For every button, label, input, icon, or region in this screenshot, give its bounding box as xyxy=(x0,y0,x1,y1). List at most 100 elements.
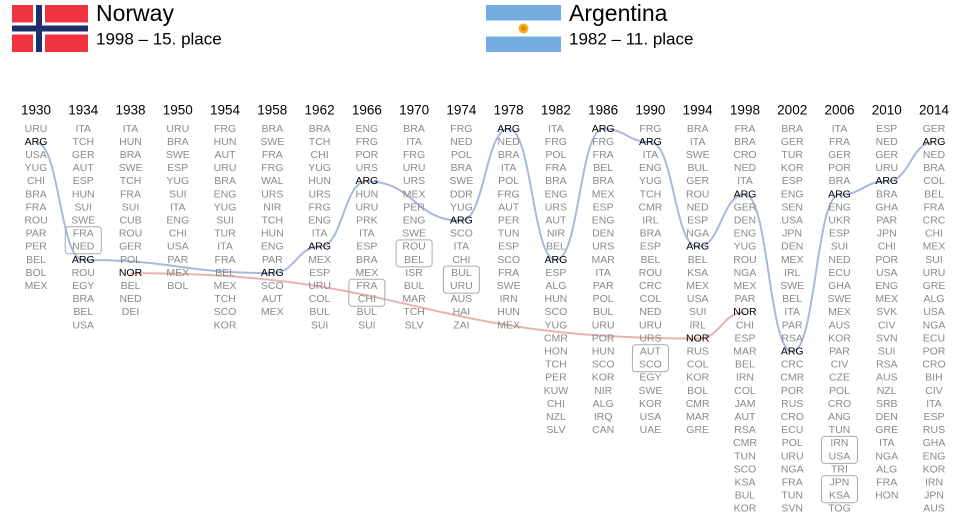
team-code: CRO xyxy=(828,398,851,410)
team-code: NED xyxy=(828,254,851,266)
team-code: USA xyxy=(876,267,898,279)
team-code: PAR xyxy=(262,254,283,266)
team-code: NGA xyxy=(781,463,804,475)
team-code: URU xyxy=(403,162,426,174)
team-code: ECU xyxy=(781,424,803,436)
year-label: 1982 xyxy=(541,103,571,118)
team-code: NIR xyxy=(594,385,613,397)
team-code: ITA xyxy=(926,398,942,410)
team-code: BUL xyxy=(593,306,614,318)
year-label: 1954 xyxy=(210,103,241,118)
team-code: GER xyxy=(828,149,851,161)
team-code: YUG xyxy=(166,175,189,187)
team-code: PAR xyxy=(26,228,47,240)
team-code: CZE xyxy=(829,372,850,384)
team-code: BRA xyxy=(829,175,851,187)
team-code: CAN xyxy=(592,424,614,436)
year-label: 1934 xyxy=(68,103,99,118)
team-code: FRG xyxy=(545,136,567,148)
team-code: BEL xyxy=(546,241,566,253)
team-code: ARG xyxy=(781,345,804,357)
team-code: RUS xyxy=(923,424,945,436)
team-code: ITA xyxy=(643,149,659,161)
team-code: TUN xyxy=(498,228,520,240)
team-code: CHI xyxy=(547,398,565,410)
team-code: POL xyxy=(451,149,472,161)
team-code: FRA xyxy=(215,254,236,266)
team-code: MEX xyxy=(592,188,615,200)
team-code: ARG xyxy=(734,188,757,200)
team-code: ROU xyxy=(402,241,425,253)
team-code: YUG xyxy=(214,201,237,213)
team-code: SUI xyxy=(169,188,187,200)
team-code: GHA xyxy=(828,280,851,292)
team-code: MEX xyxy=(355,267,378,279)
team-code: GER xyxy=(781,136,804,148)
team-code: BEL xyxy=(735,359,755,371)
team-code: ITA xyxy=(75,123,91,135)
team-code: GRE xyxy=(923,280,946,292)
team-code: GER xyxy=(875,149,898,161)
team-code: PAR xyxy=(876,214,897,226)
team-code: YUG xyxy=(734,241,757,253)
team-code: USA xyxy=(25,149,47,161)
team-code: SVN xyxy=(781,503,803,515)
team-code: PAR xyxy=(593,280,614,292)
team-code: PRK xyxy=(356,214,378,226)
team-code: SWE xyxy=(686,149,710,161)
team-code: ESP xyxy=(687,214,708,226)
team-code: FRA xyxy=(73,228,94,240)
team-code: YUG xyxy=(450,201,473,213)
team-code: ISR xyxy=(405,267,423,279)
team-code: BEL xyxy=(924,188,944,200)
team-code: BRA xyxy=(451,162,473,174)
team-code: IRL xyxy=(784,267,801,279)
year-label: 1966 xyxy=(352,103,382,118)
team-code: AUT xyxy=(215,149,237,161)
team-code: GER xyxy=(72,149,95,161)
year-label: 1930 xyxy=(21,103,51,118)
team-code: HUN xyxy=(497,306,520,318)
team-code: ARG xyxy=(828,188,851,200)
team-code: SCO xyxy=(214,306,237,318)
year-label: 2014 xyxy=(919,103,950,118)
team-code: SWE xyxy=(402,228,426,240)
team-code: HUN xyxy=(308,175,331,187)
team-code: ROU xyxy=(72,267,95,279)
team-code: POL xyxy=(498,175,519,187)
team-code: ITA xyxy=(595,267,611,279)
team-code: ARG xyxy=(308,241,331,253)
team-code: ROU xyxy=(733,254,756,266)
team-code: EGY xyxy=(639,372,661,384)
team-code: ESP xyxy=(309,267,330,279)
team-code: MEX xyxy=(214,280,237,292)
team-code: DEN xyxy=(592,228,614,240)
team-code: HON xyxy=(875,490,898,502)
team-code: POL xyxy=(545,149,566,161)
team-code: POL xyxy=(782,437,803,449)
team-code: ARG xyxy=(355,175,378,187)
team-code: CRO xyxy=(781,411,804,423)
team-code: HUN xyxy=(261,228,284,240)
team-code: HUN xyxy=(214,136,237,148)
team-code: GHA xyxy=(923,437,946,449)
team-code: BRA xyxy=(498,149,520,161)
team-code: POR xyxy=(875,254,898,266)
team-code: JPN xyxy=(924,490,944,502)
team-code: AUS xyxy=(829,319,851,331)
team-code: YUG xyxy=(25,162,48,174)
team-code: BOL xyxy=(687,385,708,397)
team-code: AUT xyxy=(73,162,95,174)
team-code: NZL xyxy=(546,411,566,423)
team-code: ITA xyxy=(832,123,848,135)
team-code: COL xyxy=(734,385,756,397)
team-code: BEL xyxy=(215,267,235,279)
team-code: GRE xyxy=(875,424,898,436)
tie-box xyxy=(64,226,102,255)
team-code: NGA xyxy=(734,267,757,279)
team-code: CUB xyxy=(119,214,141,226)
team-code: URS xyxy=(261,188,283,200)
team-code: EGY xyxy=(72,280,94,292)
team-code: TOG xyxy=(828,503,851,515)
team-code: BUL xyxy=(404,280,425,292)
